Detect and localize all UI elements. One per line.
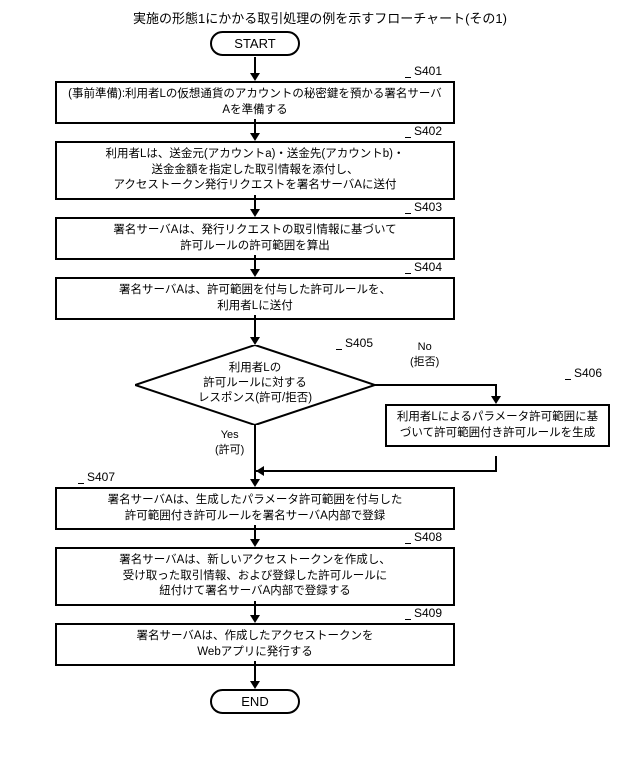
end-terminal: END [210,689,300,714]
step-s406: 利用者Lによるパラメータ許可範囲に基づいて許可範囲付き許可ルールを生成 [385,404,610,447]
step-s404: 署名サーバAは、許可範囲を付与した許可ルールを、 利用者Lに送付 [55,277,455,320]
step-s402: 利用者Lは、送金元(アカウントa)・送金先(アカウントb)・ 送金金額を指定した… [55,141,455,200]
flowchart: START S401 (事前準備):利用者Lの仮想通貨のアカウントの秘密鍵を預か… [0,31,640,771]
label-s403: S403 [414,200,442,214]
label-s408: S408 [414,530,442,544]
decision-s405: 利用者Lの 許可ルールに対する レスポンス(許可/拒否) [135,345,375,425]
step-s409: 署名サーバAは、作成したアクセストークンを Webアプリに発行する [55,623,455,666]
start-terminal: START [210,31,300,56]
branch-yes: Yes (許可) [215,429,244,457]
label-s404: S404 [414,260,442,274]
chart-title: 実施の形態1にかかる取引処理の例を示すフローチャート(その1) [0,0,640,31]
label-s409: S409 [414,606,442,620]
label-s401: S401 [414,64,442,78]
step-s408: 署名サーバAは、新しいアクセストークンを作成し、 受け取った取引情報、および登録… [55,547,455,606]
step-s401: (事前準備):利用者Lの仮想通貨のアカウントの秘密鍵を預かる署名サーバAを準備す… [55,81,455,124]
label-s402: S402 [414,124,442,138]
branch-no: No (拒否) [410,341,439,369]
label-s406: S406 [574,366,602,380]
label-s407: S407 [87,470,115,484]
step-s407: 署名サーバAは、生成したパラメータ許可範囲を付与した 許可範囲付き許可ルールを署… [55,487,455,530]
step-s403: 署名サーバAは、発行リクエストの取引情報に基づいて 許可ルールの許可範囲を算出 [55,217,455,260]
